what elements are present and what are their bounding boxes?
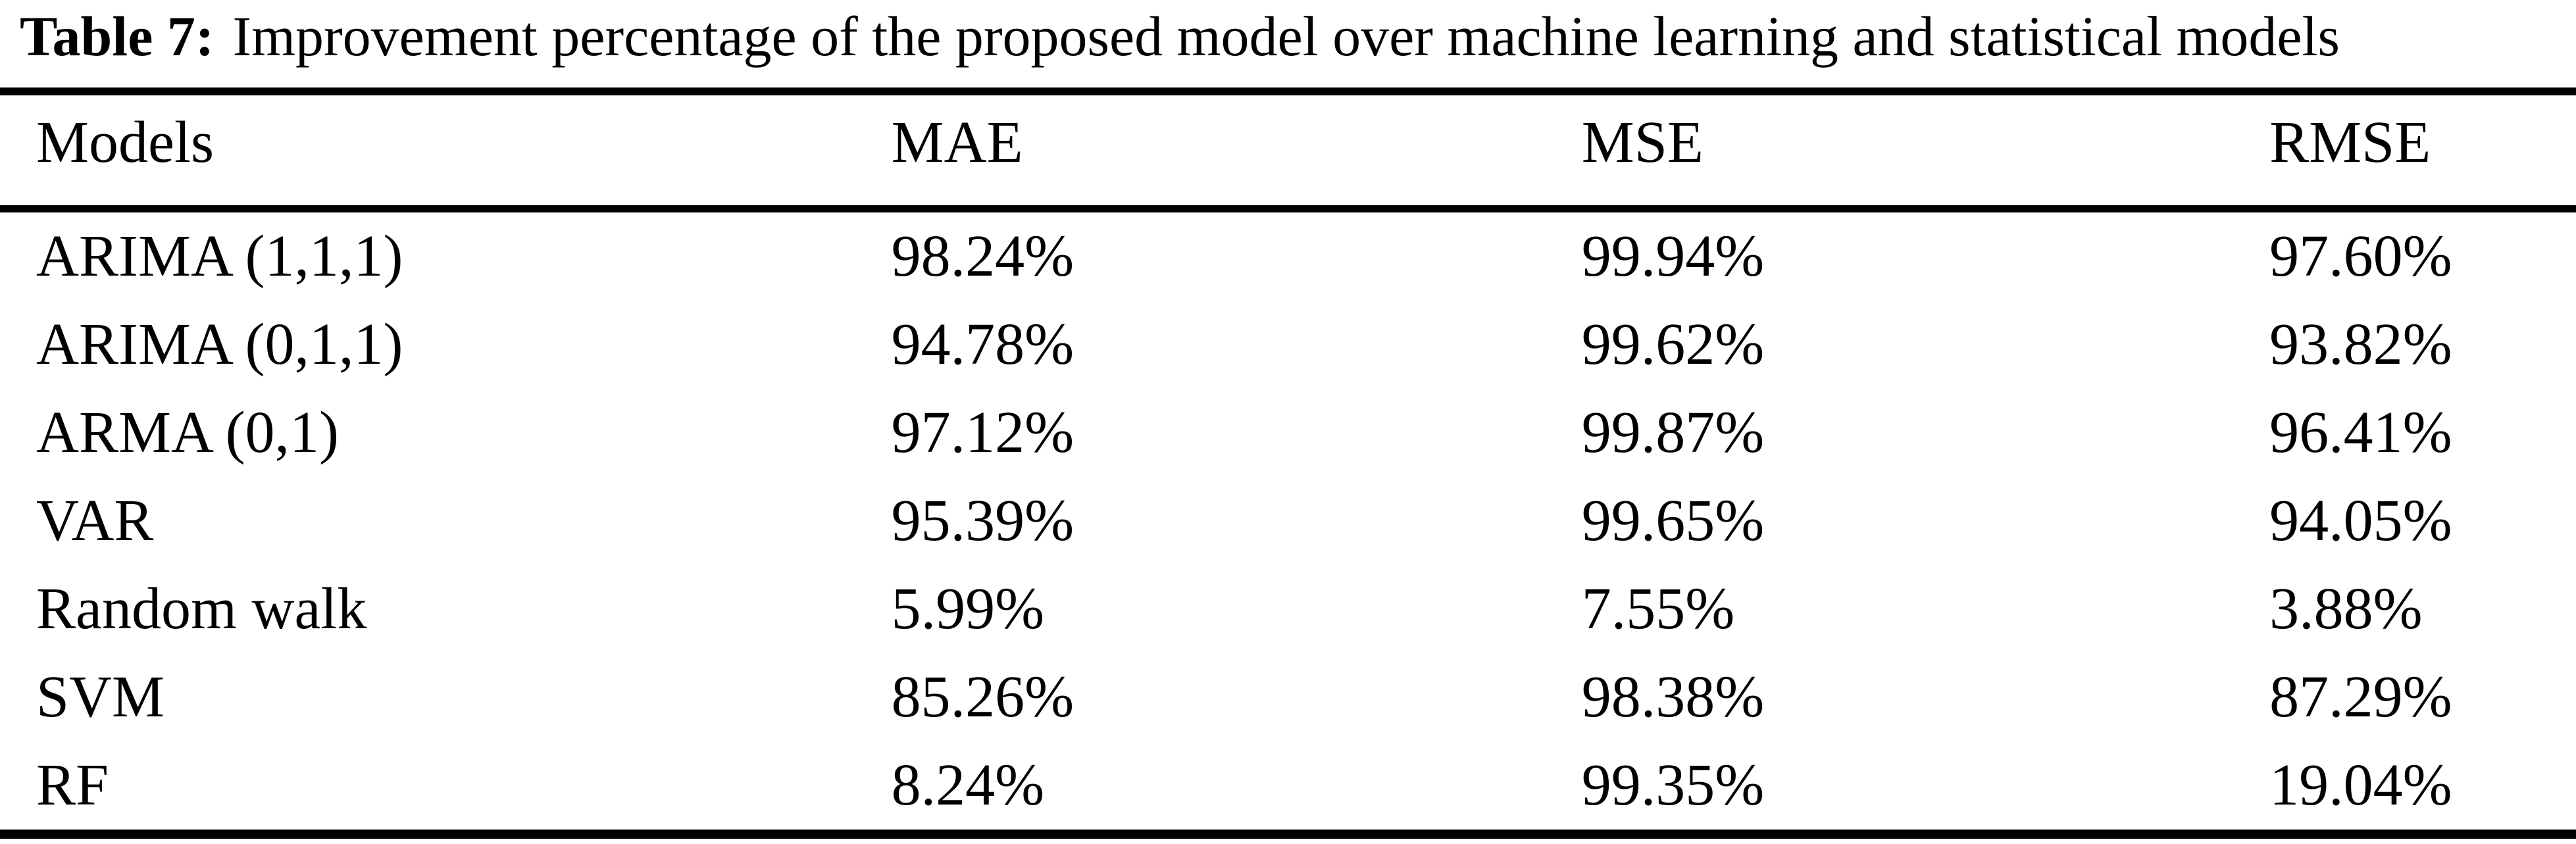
rmse-cell: 94.05% (2269, 487, 2452, 553)
mse-cell: 99.65% (1581, 487, 1765, 553)
col-header-rmse: RMSE (2269, 91, 2576, 212)
model-name-cell: RF (36, 752, 109, 818)
table-header: Models MAE MSE RMSE (0, 91, 2576, 212)
mae-cell: 98.24% (891, 223, 1074, 289)
rmse-cell: 19.04% (2269, 752, 2452, 818)
table-caption-text: Improvement percentage of the proposed m… (232, 5, 2340, 68)
mse-cell: 98.38% (1581, 664, 1765, 730)
table-caption: Table 7: Improvement percentage of the pr… (0, 0, 2576, 69)
model-name-cell: VAR (36, 487, 154, 553)
table-row: VAR 95.39% 99.65% 94.05% (0, 477, 2576, 565)
rmse-cell: 3.88% (2269, 576, 2423, 641)
mae-cell: 5.99% (891, 576, 1045, 641)
mae-cell: 94.78% (891, 311, 1074, 377)
mse-cell: 99.94% (1581, 223, 1765, 289)
mse-cell: 99.35% (1581, 752, 1765, 818)
col-header-models: Models (0, 91, 892, 212)
mae-cell: 97.12% (891, 399, 1074, 465)
table-body: ARIMA (1,1,1) 98.24% 99.94% 97.60% ARIMA… (0, 209, 2576, 834)
model-name-cell: ARMA (0,1) (36, 399, 340, 465)
table-row: Random walk 5.99% 7.55% 3.88% (0, 565, 2576, 653)
table-row: ARIMA (0,1,1) 94.78% 99.62% 93.82% (0, 301, 2576, 389)
model-name-cell: SVM (36, 664, 165, 730)
col-header-mse: MSE (1581, 91, 2270, 212)
mse-cell: 7.55% (1581, 576, 1735, 641)
model-name-cell: Random walk (36, 576, 367, 641)
mae-cell: 85.26% (891, 664, 1074, 730)
model-name-cell: ARIMA (1,1,1) (36, 223, 403, 289)
table-caption-label: Table 7: (20, 5, 215, 68)
table-row: RF 8.24% 99.35% 19.04% (0, 741, 2576, 834)
results-table: Models MAE MSE RMSE ARIMA (1,1,1) 98.24%… (0, 87, 2576, 839)
mae-cell: 95.39% (891, 487, 1074, 553)
col-header-mae: MAE (891, 91, 1582, 212)
rmse-cell: 87.29% (2269, 664, 2452, 730)
table-row: ARMA (0,1) 97.12% 99.87% 96.41% (0, 389, 2576, 477)
rmse-cell: 93.82% (2269, 311, 2452, 377)
rmse-cell: 96.41% (2269, 399, 2452, 465)
header-row: Models MAE MSE RMSE (0, 91, 2576, 212)
table-row: SVM 85.26% 98.38% 87.29% (0, 653, 2576, 741)
mse-cell: 99.62% (1581, 311, 1765, 377)
rmse-cell: 97.60% (2269, 223, 2452, 289)
mae-cell: 8.24% (891, 752, 1045, 818)
table-row: ARIMA (1,1,1) 98.24% 99.94% 97.60% (0, 209, 2576, 301)
mse-cell: 99.87% (1581, 399, 1765, 465)
model-name-cell: ARIMA (0,1,1) (36, 311, 403, 377)
